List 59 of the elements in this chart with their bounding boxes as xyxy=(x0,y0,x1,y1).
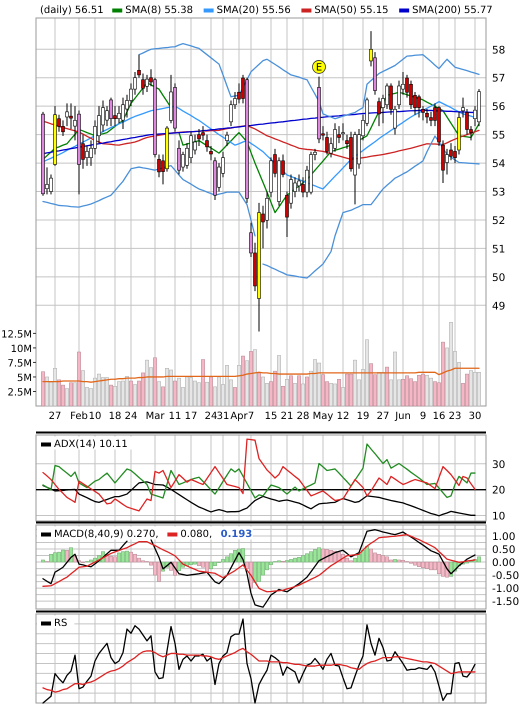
y-tick-label: 1.00 xyxy=(492,530,516,543)
y-tick-label: 54 xyxy=(492,158,506,170)
y2-tick-label: 12.5M xyxy=(1,329,32,340)
legend-label: RS xyxy=(54,618,68,629)
y-tick-label: -0.50 xyxy=(492,570,520,582)
legend-label: SMA(20) 55.56 xyxy=(216,5,291,16)
x-tick-label: 10 xyxy=(88,411,102,422)
legend-label: MACD(8,40,9) 0.270, xyxy=(54,529,159,540)
x-tick-label: 30 xyxy=(468,411,482,422)
y-tick-label: 52 xyxy=(492,214,506,227)
y-tick-label: 53 xyxy=(492,186,506,199)
legend-label: SMA(50) 55.15 xyxy=(314,5,389,16)
x-tick-label: 27 xyxy=(48,411,62,422)
y-tick-label: -1.00 xyxy=(492,583,520,596)
x-tick-label: 28 xyxy=(296,411,310,422)
x-tick-label: 15 xyxy=(264,411,278,422)
x-tick-label: 31 xyxy=(216,411,230,422)
y-tick-label: 20 xyxy=(492,484,506,497)
x-tick-label: 12 xyxy=(336,411,350,422)
x-tick-label: May xyxy=(312,411,334,422)
y2-tick-label: 10M xyxy=(10,344,32,355)
x-tick-label: 17 xyxy=(184,411,198,422)
annotation: 0.193 xyxy=(220,529,252,540)
x-tick-label: Jun xyxy=(394,411,411,422)
legend-label: SMA(8) 55.38 xyxy=(125,5,194,16)
legend-label: 0.080, xyxy=(180,529,212,540)
x-tick-label: 23 xyxy=(448,411,462,422)
legend-label: ADX(14) 10.11 xyxy=(54,439,128,450)
y-tick-label: -1.50 xyxy=(492,596,520,608)
y-tick-label: 58 xyxy=(492,44,506,56)
y-tick-label: 30 xyxy=(492,458,506,471)
y-tick-label: 0.00 xyxy=(492,557,516,570)
x-tick-label: 19 xyxy=(356,411,370,422)
x-tick-label: 18 xyxy=(108,411,122,422)
chart-title: (daily) 56.51 xyxy=(40,5,104,16)
y-tick-label: 10 xyxy=(492,510,506,523)
y-tick-label: 57 xyxy=(492,72,506,85)
legend-label: SMA(200) 55.77 xyxy=(412,5,493,16)
x-tick-label: 7 xyxy=(248,411,254,422)
x-tick-label: 21 xyxy=(280,411,294,422)
x-tick-label: Apr xyxy=(230,411,249,422)
y2-tick-label: 2.5M xyxy=(7,387,32,398)
y-tick-label: 56 xyxy=(492,101,506,114)
x-tick-label: 9 xyxy=(420,411,426,422)
y-tick-label: 50 xyxy=(492,272,506,284)
y2-tick-label: 7.5M xyxy=(7,358,32,370)
x-tick-label: 27 xyxy=(376,411,390,422)
series-label: E xyxy=(316,62,322,74)
y2-tick-label: 5M xyxy=(17,372,32,384)
x-tick-label: Mar xyxy=(146,411,166,422)
x-tick-label: 24 xyxy=(204,411,218,422)
x-tick-label: Feb xyxy=(70,411,88,422)
y-tick-label: 0.50 xyxy=(492,544,516,556)
x-tick-label: 11 xyxy=(168,411,182,422)
x-tick-label: 16 xyxy=(432,411,446,422)
y-tick-label: 51 xyxy=(492,243,506,256)
y-tick-label: 55 xyxy=(492,130,506,142)
y-tick-label: 49 xyxy=(492,300,506,312)
x-tick-label: 24 xyxy=(124,411,138,422)
